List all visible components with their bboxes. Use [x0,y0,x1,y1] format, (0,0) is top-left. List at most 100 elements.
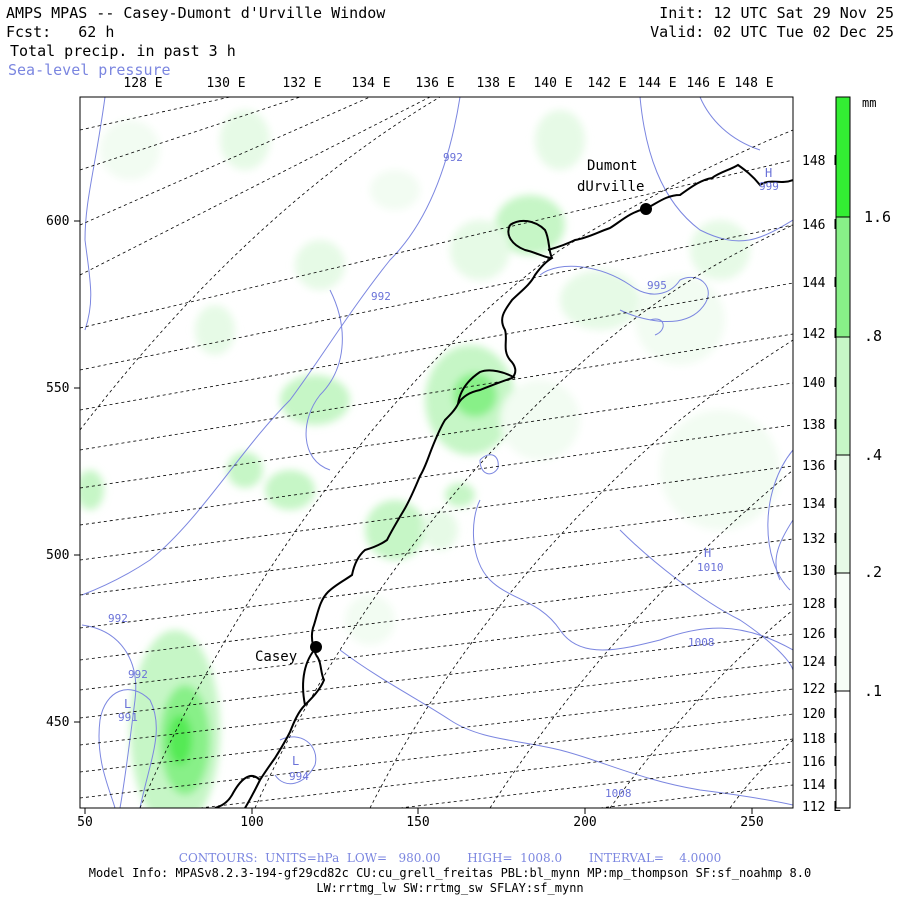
top-tick: 132 E [282,76,322,91]
precip-area [280,375,350,425]
right-tick: 114 E [802,778,842,793]
pressure-contour [81,97,461,596]
init-time: Init: 12 UTC Sat 29 Nov 25 [659,4,894,22]
colorbar [835,96,851,809]
dumont-station-marker [640,203,652,215]
precip-area [168,715,192,765]
model-info: Model Info: MPASv8.2.3-194-gf29cd82c CU:… [88,866,812,880]
right-tick: 132 E [802,532,842,547]
top-tick: 134 E [351,76,391,91]
right-tick: 148 E [802,154,842,169]
coastline-path [244,654,326,808]
contour-label: 1008 [605,787,632,800]
contour-label: 991 [118,711,138,724]
pressure-contours [81,97,793,808]
colorbar-swatch [836,337,850,455]
casey-label: Casey [255,649,298,665]
meridian-line [399,761,793,808]
bottom-tick: 250 [740,815,764,830]
coastline-path [547,163,793,251]
precip-area [422,510,458,550]
bottom-tick: 100 [240,815,264,830]
right-tick: 142 E [802,327,842,342]
precip-field [80,110,780,808]
right-tick: 120 E [802,707,842,722]
precip-area [345,595,395,645]
precip-area [535,110,585,170]
top-tick: 130 E [206,76,246,91]
model-info-line2: LW:rrtmg_lw SW:rrtmg_sw SFLAY:sf_mynn [316,881,584,895]
pressure-contour [81,624,137,808]
contour-label: 994 [289,770,309,783]
top-tick: 138 E [476,76,516,91]
left-tick: 550 [46,381,70,396]
top-tick: 142 E [587,76,627,91]
right-tick: 122 E [802,682,842,697]
colorbar-label: .2 [864,563,883,581]
top-tick: 136 E [415,76,455,91]
axis-ticks [74,220,753,814]
valid-time: Valid: 02 UTC Tue 02 Dec 25 [650,23,894,41]
contour-label: 999 [759,180,779,193]
right-tick: 136 E [802,459,842,474]
contour-label: 992 [443,151,463,164]
precip-area [365,500,425,560]
precip-area [450,220,510,280]
right-tick: 146 E [802,218,842,233]
pressure-contour [274,736,317,785]
low-pressure-mark: L [292,754,300,768]
precip-area [560,270,640,330]
latitude-arc [729,739,793,808]
forecast-label: Fcst: [6,23,52,41]
low-pressure-mark: L [124,697,132,711]
forecast-value: 62 h [78,23,115,41]
right-tick: 140 E [802,376,842,391]
graticule [80,97,793,808]
coastline-path [214,775,261,808]
bottom-tick: 150 [406,815,430,830]
pressure-contour [699,97,761,151]
meridian-line [80,538,793,629]
precip-area [453,373,497,417]
pressure-contour [479,454,499,475]
contour-label: 1010 [697,561,724,574]
colorbar-label: .8 [864,327,883,345]
casey-station-marker [310,641,322,653]
meridian-line [80,97,231,131]
overlay-name: Sea-level pressure [8,61,171,79]
forecast-hour: Fcst: 62 h [6,23,114,41]
right-tick: 112 E [802,800,842,815]
colorbar-swatch [836,691,850,808]
right-tick: 134 E [802,497,842,512]
pressure-contour [767,449,793,591]
precip-area [227,452,263,488]
meridian-line [80,224,793,371]
bottom-tick: 200 [573,815,597,830]
right-tick: 124 E [802,655,842,670]
pressure-contour [649,318,664,336]
pressure-contour [472,499,793,651]
pressure-contour [775,519,793,581]
left-tick: 500 [46,548,70,563]
precip-area [80,470,104,510]
precip-area [295,240,345,290]
pressure-contour [84,97,106,331]
pressure-contour [305,289,343,471]
pressure-contour [98,689,157,808]
meridian-line [80,159,793,329]
contour-label: 1008 [688,636,715,649]
precip-area [220,110,270,170]
field-name: Total precip. in past 3 h [10,42,236,60]
contour-label: 995 [647,279,667,292]
colorbar-swatch [836,455,850,573]
right-tick: 144 E [802,276,842,291]
right-tick: 130 E [802,564,842,579]
coastline-path [310,219,554,656]
precip-area [265,470,315,510]
top-tick: 148 E [734,76,774,91]
pressure-contour [639,97,793,242]
colorbar-label: 1.6 [864,208,892,226]
meridian-line [80,97,301,171]
coastline-path [457,369,516,405]
